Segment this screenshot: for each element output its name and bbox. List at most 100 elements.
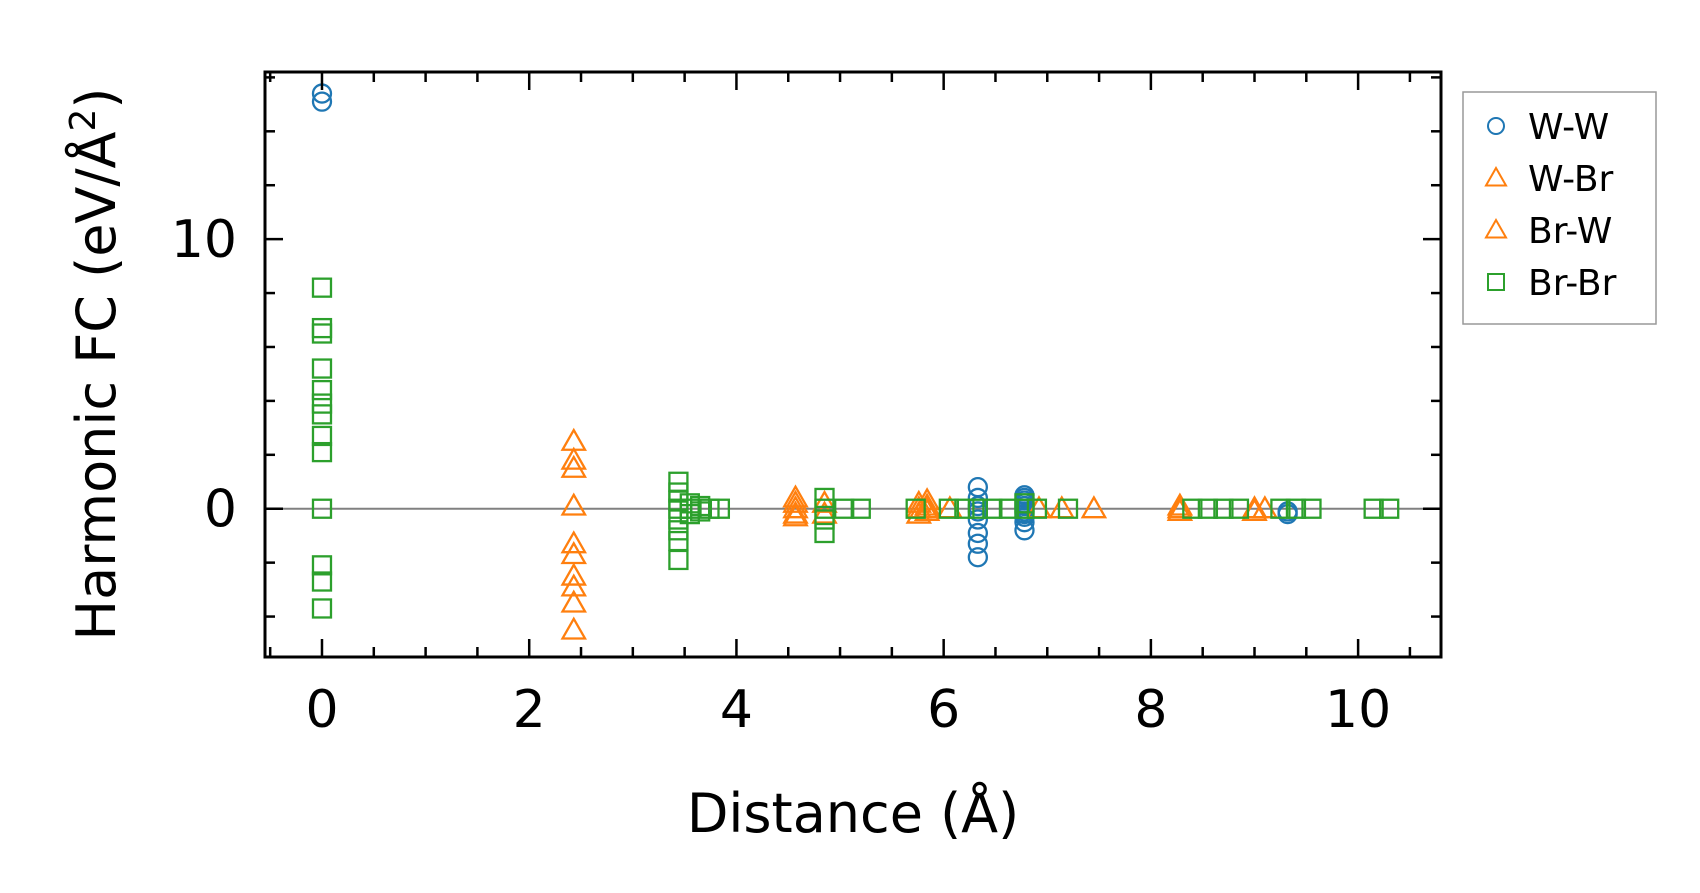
data-point [311,358,333,379]
data-point [1379,498,1400,519]
data-point [311,379,333,401]
series-w-br [560,427,1268,640]
data-point [982,498,1003,519]
legend-label: W-W [1528,107,1609,148]
data-point [967,547,989,568]
data-point [1197,498,1219,519]
data-point [811,500,838,524]
data-point [782,500,809,524]
data-point [1301,498,1322,519]
y-axis-label: Harmonic FC (eV/Å2) [63,88,129,641]
data-point [668,530,689,552]
legend-item: Br-Br [1487,263,1617,304]
data-point [560,454,587,478]
data-marks [311,83,1400,640]
data-point [1213,498,1234,519]
legend: W-W W-Br Br-W Br-Br [1462,91,1657,325]
data-point [1285,498,1307,519]
data-point [699,498,720,519]
data-point [814,498,835,519]
data-point [560,530,587,554]
legend-items: W-W W-Br Br-W Br-Br [1484,107,1617,304]
data-point [782,489,809,513]
data-point [998,498,1020,519]
data-point [913,495,941,519]
data-point [311,393,333,414]
data-point [668,509,689,530]
data-point [668,498,689,519]
x-axis-label: Distance (Å) [687,781,1019,845]
data-point [668,520,689,541]
y-axis-label-end: ) [65,88,128,109]
data-point [1080,495,1108,519]
x-tick-label: 2 [513,680,546,740]
data-point [560,446,587,470]
data-point [811,489,838,513]
legend-marker [1487,273,1505,291]
data-point [1166,492,1194,516]
y-tick-label: 0 [204,480,237,540]
data-point [1014,493,1035,514]
x-tick-label: 0 [305,680,338,740]
data-point [311,404,333,425]
data-point [311,555,333,576]
data-point [1166,497,1194,522]
legend-label: Br-Br [1528,263,1617,304]
data-point [814,522,835,544]
legend-label: Br-W [1528,211,1612,252]
data-point [1026,498,1048,519]
data-point [954,498,975,519]
data-point [967,522,989,544]
data-point [560,616,587,640]
tick-labels-layer: 0 2 4 6 8 10 0 10 [171,210,1391,740]
legend-item: W-W [1487,107,1609,148]
data-point [311,441,333,463]
data-point [967,487,989,509]
data-point [311,317,333,339]
data-point [967,477,989,498]
data-point [782,503,809,527]
data-point [311,425,333,447]
series-br-br [311,277,1400,619]
legend-marker [1487,117,1505,135]
y-axis-label-main: Harmonic FC (eV/Å [64,131,128,640]
data-point [668,471,689,492]
data-point [913,492,941,516]
ticks-layer [265,72,1441,657]
data-point [560,589,587,613]
data-point [1270,498,1291,519]
data-point [814,509,835,530]
legend-box [1462,91,1657,325]
data-point [311,277,333,298]
legend-item: Br-W [1484,211,1612,252]
legend-label: W-Br [1528,159,1614,200]
data-point [814,487,835,509]
data-point [1228,498,1250,519]
data-point [834,498,855,519]
data-point [668,549,689,571]
x-tick-label: 8 [1134,680,1167,740]
data-point [905,498,926,519]
data-point [311,323,333,344]
data-point [850,498,871,519]
x-tick-label: 10 [1325,680,1391,740]
data-point [967,498,989,519]
y-tick-label: 10 [171,210,237,270]
data-point [311,571,333,592]
series-w-w [311,83,1298,568]
legend-marker [1484,165,1508,187]
data-point [311,598,333,619]
data-point [709,498,731,519]
data-point [967,509,989,530]
data-point [560,573,587,597]
data-point [967,533,989,554]
legend-marker [1484,217,1508,239]
plot-frame [263,70,1443,659]
data-point [782,495,809,519]
data-point [1182,498,1203,519]
data-point [560,492,587,516]
data-point [311,498,333,519]
data-point [1363,498,1384,519]
data-point [1014,520,1035,541]
